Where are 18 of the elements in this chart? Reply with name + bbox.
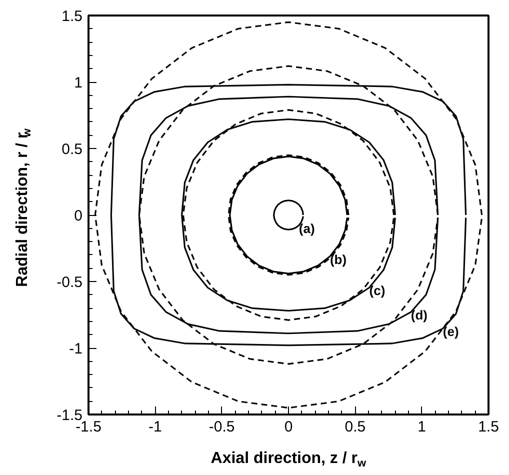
series-label: (e) <box>442 324 459 340</box>
x-tick-label: 1.5 <box>478 418 499 436</box>
y-tick-label: -1.5 <box>56 407 83 424</box>
x-tick-label: -0.5 <box>208 418 235 436</box>
x-tick-label: -1 <box>148 418 162 436</box>
y-tick-label: 0.5 <box>62 141 83 158</box>
series-label: (d) <box>410 308 428 323</box>
series-label: (c) <box>369 283 386 298</box>
x-tick-label: 0.5 <box>344 418 366 436</box>
y-tick-label: -1 <box>69 340 83 358</box>
y-tick-label: 0 <box>74 208 82 224</box>
y-tick-label: 1 <box>74 74 82 92</box>
series-label: (a) <box>298 220 315 236</box>
y-tick-label: -0.5 <box>56 274 83 291</box>
series-label: (b) <box>330 252 347 267</box>
x-tick-label: 0 <box>284 418 293 436</box>
x-tick-label: 1 <box>418 418 426 436</box>
y-tick-label: 1.5 <box>62 8 83 25</box>
